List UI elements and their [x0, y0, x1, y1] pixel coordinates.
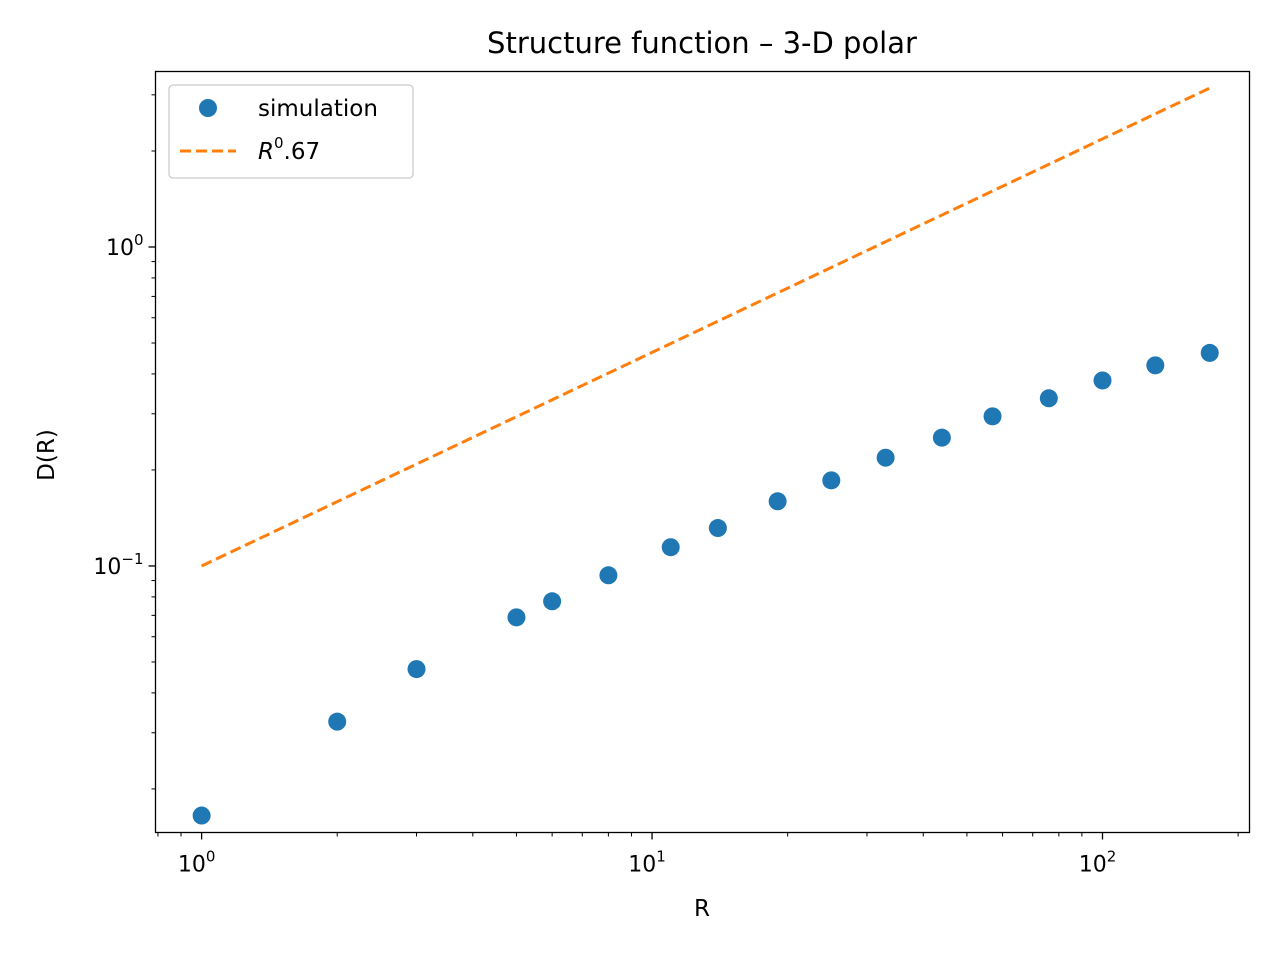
- legend-marker-simulation: [199, 99, 217, 117]
- chart-title: Structure function – 3-D polar: [487, 26, 917, 60]
- simulation-point: [1039, 389, 1058, 408]
- legend-label-power-law-tail: .67: [284, 139, 321, 165]
- simulation-point: [599, 566, 618, 585]
- legend: simulation R0.67: [168, 84, 414, 179]
- x-tick-label: 102: [1079, 848, 1117, 878]
- simulation-point: [1093, 371, 1112, 390]
- x-tick-label-exponent: 0: [206, 848, 216, 866]
- simulation-point: [407, 660, 426, 679]
- y-tick-label-exponent: −1: [121, 550, 143, 568]
- simulation-point: [661, 538, 680, 557]
- simulation-point: [543, 592, 562, 611]
- y-axis-label: D(R): [34, 429, 60, 481]
- simulation-point: [932, 428, 951, 447]
- series-power-law-line: [200, 86, 1211, 568]
- plot-area: [154, 70, 1251, 834]
- y-minor-ticks: [151, 94, 156, 790]
- simulation-point: [507, 608, 526, 627]
- legend-box: [168, 84, 414, 179]
- legend-label-power-law-base: R: [258, 139, 274, 165]
- power-law-line: [200, 86, 1211, 568]
- simulation-point: [822, 471, 841, 490]
- series-simulation-points: [192, 343, 1219, 825]
- y-tick-label-base: 10: [93, 555, 121, 580]
- x-tick-label-base: 10: [628, 853, 656, 878]
- x-tick-label: 100: [178, 848, 216, 878]
- y-tick-label-exponent: 0: [134, 231, 144, 249]
- simulation-point: [1146, 356, 1165, 375]
- simulation-point: [768, 492, 787, 511]
- x-axis-label: R: [694, 896, 710, 922]
- simulation-point: [328, 712, 347, 731]
- simulation-point: [708, 519, 727, 538]
- legend-label-power-law-exponent: 0: [274, 134, 284, 152]
- simulation-point: [876, 448, 895, 467]
- x-tick-label-base: 10: [178, 853, 206, 878]
- y-tick-label: 10−1: [93, 550, 143, 580]
- x-major-ticks: 100 101 102: [178, 832, 1117, 878]
- x-tick-label-exponent: 1: [656, 848, 666, 866]
- simulation-point: [192, 806, 211, 825]
- y-tick-label: 100: [106, 231, 144, 261]
- y-tick-label-base: 10: [106, 236, 134, 261]
- x-minor-ticks: [157, 832, 1239, 837]
- legend-label-simulation: simulation: [258, 96, 378, 122]
- plot-frame: [154, 70, 1251, 834]
- simulation-point: [983, 407, 1002, 426]
- legend-label-power-law: R0.67: [258, 134, 320, 165]
- x-tick-label-base: 10: [1079, 853, 1107, 878]
- simulation-point: [1200, 343, 1219, 362]
- x-tick-label-exponent: 2: [1107, 848, 1117, 866]
- x-tick-label: 101: [628, 848, 666, 878]
